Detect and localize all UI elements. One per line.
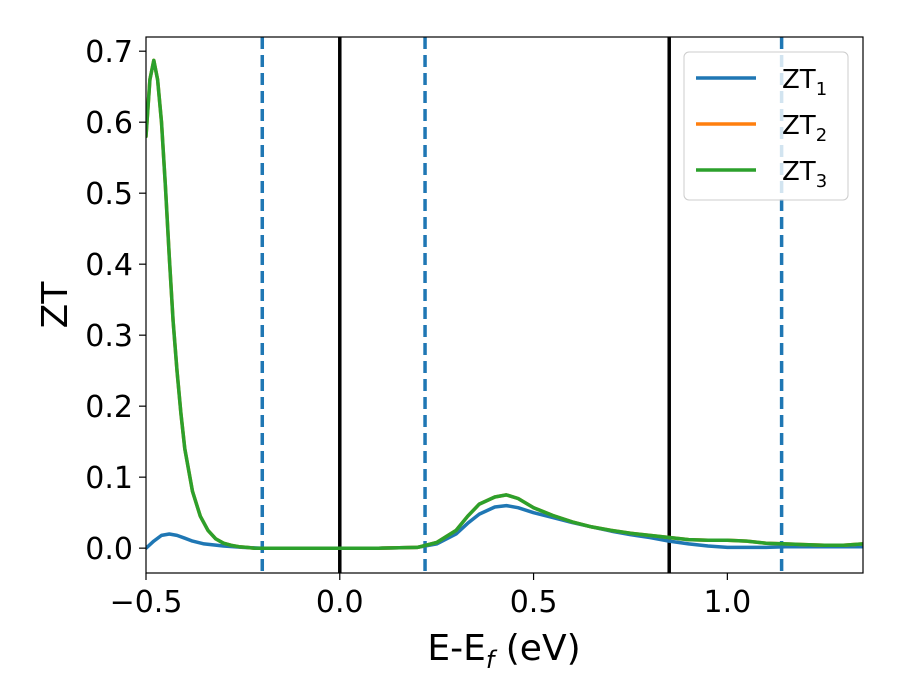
reference-lines	[260, 37, 784, 573]
y-axis-label: ZT	[35, 281, 76, 329]
legend-frame	[683, 51, 849, 201]
y-axis-ticks: 0.0 0.1 0.2 0.3 0.4 0.5 0.6 0.7	[85, 35, 146, 567]
x-axis-ticks: −0.5 0.0 0.5 1.0	[110, 573, 751, 620]
series-line-zt3	[146, 58, 863, 550]
x-tick-label: 1.0	[703, 585, 751, 620]
y-tick-label: 0.1	[85, 461, 133, 496]
legend-label-zt3: ZT3	[782, 157, 827, 192]
legend-label-zt1: ZT1	[782, 65, 827, 100]
y-tick-label: 0.3	[85, 319, 133, 354]
x-axis-label-main: E-E	[427, 628, 485, 669]
series-line-zt1	[146, 503, 863, 550]
x-tick-label: 0.0	[316, 585, 364, 620]
x-axis-label-tail: (eV)	[494, 628, 580, 669]
x-tick-label: 0.5	[510, 585, 558, 620]
legend-label-zt2: ZT2	[782, 111, 827, 146]
legend: ZT1 ZT2 ZT3	[683, 51, 849, 201]
y-tick-label: 0.6	[85, 106, 133, 141]
x-tick-label: −0.5	[110, 585, 183, 620]
series-lines	[146, 58, 863, 550]
x-axis-label: E-Ef (eV)	[427, 628, 580, 674]
y-tick-label: 0.2	[85, 390, 133, 425]
y-tick-label: 0.0	[85, 532, 133, 567]
y-tick-label: 0.5	[85, 177, 133, 212]
y-tick-label: 0.4	[85, 248, 133, 283]
plot-frame	[145, 36, 864, 574]
y-tick-label: 0.7	[85, 35, 133, 70]
